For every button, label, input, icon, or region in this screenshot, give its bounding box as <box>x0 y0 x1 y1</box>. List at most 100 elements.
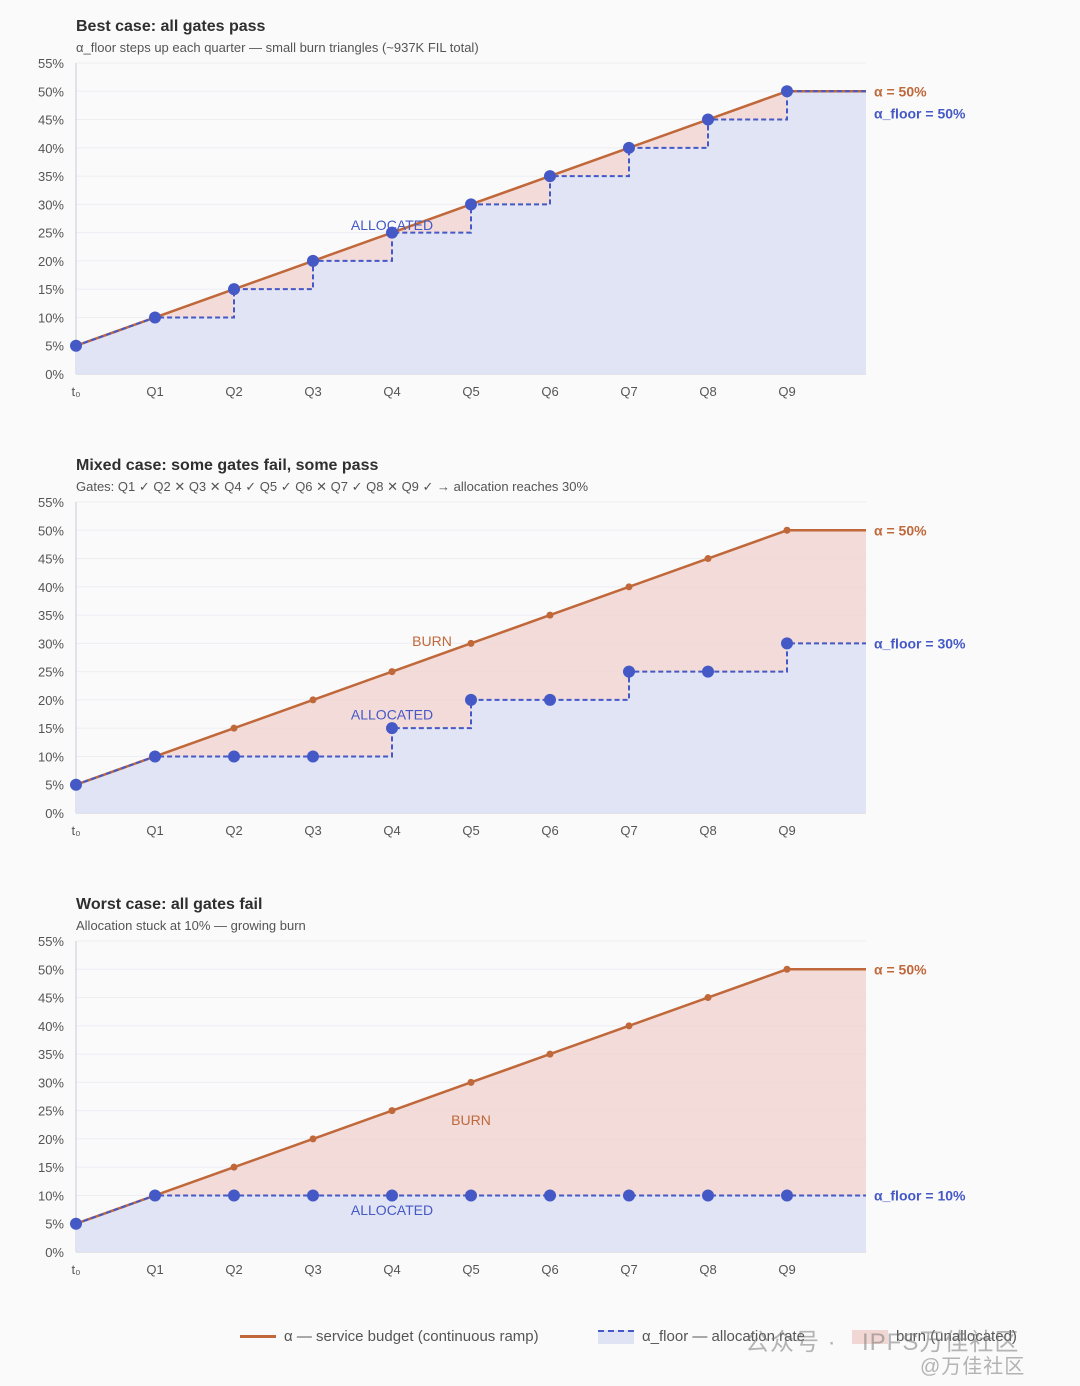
y-tick-label: 0% <box>45 367 64 382</box>
floor-point <box>465 198 477 211</box>
floor-point <box>70 778 82 791</box>
x-tick-label: Q9 <box>778 823 795 838</box>
floor-point <box>781 85 793 98</box>
alpha-end-label: α = 50% <box>874 83 927 99</box>
burn-area <box>76 969 866 1224</box>
chart-plot-best: 0% 5% 10% 15% 20% 25% 30% 35% 40% 45% 50% 55% t₀ Q1 Q2… <box>38 56 966 399</box>
floor-point <box>544 1189 556 1202</box>
x-tick-label: Q6 <box>541 1262 558 1277</box>
floor-point <box>623 1189 635 1202</box>
x-tick-label: Q3 <box>304 1262 321 1277</box>
y-tick-label: 50% <box>38 523 64 538</box>
burn-area <box>76 530 866 785</box>
y-tick-label: 45% <box>38 552 64 567</box>
y-tick-label: 5% <box>45 339 64 354</box>
y-tick-label: 55% <box>38 934 64 949</box>
alpha-point <box>309 1135 317 1143</box>
y-tick-label: 50% <box>38 84 64 99</box>
watermark-left: 公众号 · <box>745 1329 837 1356</box>
chart-plot-worst: 0% 5% 10% 15% 20% 25% 30% 35% 40% 45% 50% 55% t₀ Q1 Q2… <box>38 934 966 1277</box>
floor-end-label: α_floor = 10% <box>874 1187 966 1203</box>
y-tick-label: 10% <box>38 310 64 325</box>
y-tick-label: 5% <box>45 1217 64 1232</box>
floor-point <box>386 226 398 239</box>
x-tick-label: Q2 <box>225 823 242 838</box>
alpha-point <box>230 724 238 732</box>
chart-subtitle: Allocation stuck at 10% — growing burn <box>76 918 306 933</box>
floor-point <box>702 1189 714 1202</box>
chart-title: Best case: all gates pass <box>76 18 266 35</box>
floor-point <box>386 1189 398 1202</box>
x-tick-label: Q9 <box>778 384 795 399</box>
legend-label-floor: α_floor — allocation rate <box>642 1328 805 1345</box>
x-tick-label: t₀ <box>71 823 80 838</box>
x-tick-label: Q5 <box>462 823 479 838</box>
x-tick-label: Q3 <box>304 823 321 838</box>
x-tick-label: t₀ <box>71 384 80 399</box>
chart-title: Worst case: all gates fail <box>76 896 263 913</box>
alpha-point <box>546 1050 554 1058</box>
legend-label-alpha: α — service budget (continuous ramp) <box>284 1328 539 1345</box>
y-tick-label: 20% <box>38 254 64 269</box>
y-tick-label: 30% <box>38 1075 64 1090</box>
y-tick-label: 40% <box>38 580 64 595</box>
watermark-right: IPFS万佳社区 <box>862 1329 1020 1356</box>
chart-panel-mixed: Mixed case: some gates fail, some pass G… <box>0 439 1080 869</box>
floor-point <box>544 170 556 183</box>
alpha-point <box>625 583 633 591</box>
x-tick-label: Q8 <box>699 823 716 838</box>
allocated-label: ALLOCATED <box>351 707 433 723</box>
legend-item-alpha: α — service budget (continuous ramp) <box>240 1328 539 1345</box>
y-tick-label: 45% <box>38 113 64 128</box>
y-tick-label: 55% <box>38 495 64 510</box>
x-tick-label: Q2 <box>225 384 242 399</box>
floor-point <box>544 693 556 706</box>
allocated-label: ALLOCATED <box>351 217 433 233</box>
x-tick-label: Q2 <box>225 1262 242 1277</box>
legend-label-burn: burn (unallocated) <box>896 1328 1017 1345</box>
burn-label: BURN <box>451 1112 491 1128</box>
y-tick-label: 40% <box>38 141 64 156</box>
y-tick-label: 50% <box>38 962 64 977</box>
y-tick-label: 20% <box>38 1132 64 1147</box>
legend-swatch-burn <box>852 1329 888 1344</box>
y-tick-label: 25% <box>38 1104 64 1119</box>
alpha-point <box>625 1022 633 1030</box>
y-tick-label: 10% <box>38 1188 64 1203</box>
floor-point <box>149 1189 161 1202</box>
x-tick-label: t₀ <box>71 1262 80 1277</box>
chart-plot-mixed: 0% 5% 10% 15% 20% 25% 30% 35% 40% 45% 50% 55% t₀ Q1 Q2… <box>38 495 966 838</box>
x-tick-label: Q1 <box>146 1262 163 1277</box>
y-tick-label: 40% <box>38 1019 64 1034</box>
x-tick-label: Q6 <box>541 384 558 399</box>
floor-point <box>149 750 161 763</box>
chart-panel-best: Best case: all gates pass α_floor steps … <box>0 0 1080 430</box>
y-tick-label: 5% <box>45 778 64 793</box>
alpha-end-label: α = 50% <box>874 522 927 538</box>
x-tick-label: Q4 <box>383 823 400 838</box>
y-tick-label: 15% <box>38 721 64 736</box>
floor-point <box>465 1189 477 1202</box>
alpha-point <box>230 1163 238 1171</box>
floor-end-label: α_floor = 50% <box>874 105 966 121</box>
floor-point <box>623 665 635 678</box>
y-tick-label: 30% <box>38 197 64 212</box>
y-tick-label: 20% <box>38 693 64 708</box>
alpha-point <box>783 526 791 534</box>
x-tick-label: Q7 <box>620 384 637 399</box>
y-tick-label: 25% <box>38 226 64 241</box>
burn-label: BURN <box>412 633 452 649</box>
floor-point <box>228 750 240 763</box>
alpha-point <box>783 965 791 973</box>
alpha-point <box>704 555 712 563</box>
floor-point <box>702 113 714 126</box>
floor-point <box>307 1189 319 1202</box>
alpha-point <box>388 1107 396 1115</box>
alpha-point <box>467 639 475 647</box>
alpha-end-label: α = 50% <box>874 961 927 977</box>
y-tick-label: 30% <box>38 636 64 651</box>
floor-point <box>386 722 398 735</box>
floor-point <box>70 1217 82 1230</box>
chart-subtitle: α_floor steps up each quarter — small bu… <box>76 40 479 55</box>
floor-point <box>307 254 319 267</box>
